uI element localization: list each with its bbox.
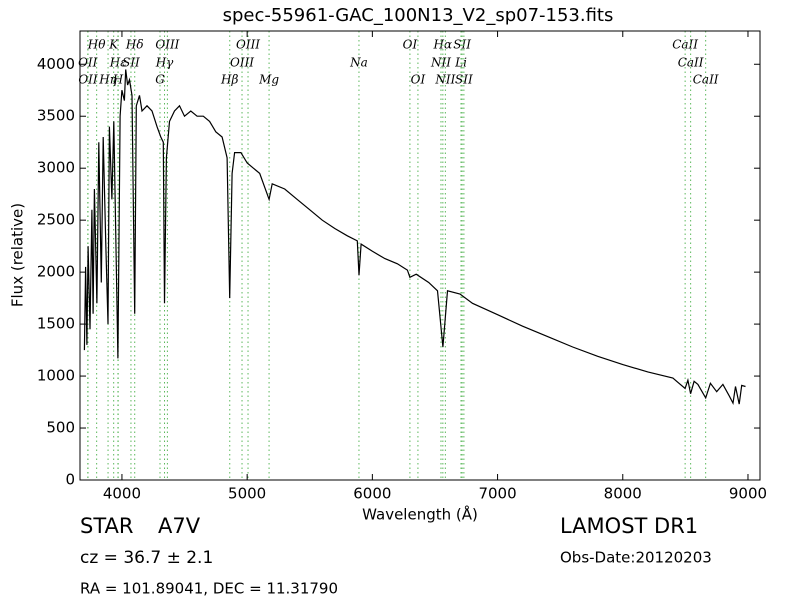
spectral-line-label: K — [108, 38, 119, 52]
x-tick-label: 8000 — [604, 485, 642, 503]
plot-frame — [79, 30, 761, 481]
spectral-line-label: NII — [434, 73, 455, 87]
spectral-line-label: CaII — [678, 56, 704, 70]
spectral-line-label: OI — [403, 38, 418, 52]
y-tick-label: 0 — [65, 471, 75, 489]
x-axis-label: Wavelength (Å) — [362, 505, 478, 524]
spectral-line-label: Hθ — [87, 38, 106, 52]
spectral-line-label: Hδ — [125, 38, 144, 52]
spectral-line-label: SII — [453, 38, 471, 52]
x-tick-label: 4000 — [103, 485, 141, 503]
x-tick-label: 7000 — [478, 485, 516, 503]
spectral-line-label: G — [155, 73, 165, 87]
spectral-line-label: Hη — [98, 73, 117, 87]
chart-title: spec-55961-GAC_100N13_V2_sp07-153.fits — [223, 5, 614, 26]
spectral-line-label: OIII — [236, 38, 260, 52]
y-tick-label: 3000 — [37, 159, 75, 177]
y-tick-label: 500 — [46, 419, 75, 437]
y-tick-label: 2500 — [37, 211, 75, 229]
y-tick-label: 4000 — [37, 55, 75, 73]
spectral-line-label: OI — [411, 73, 426, 87]
spectral-line-label: OIII — [230, 56, 254, 70]
spectral-line-label: Hβ — [220, 73, 238, 87]
object-class: STAR — [80, 514, 133, 538]
spectrum-line — [83, 69, 746, 406]
x-tick-label: 6000 — [353, 485, 391, 503]
y-tick-label: 1000 — [37, 367, 75, 385]
subclass: A7V — [158, 514, 201, 538]
y-axis-label: Flux (relative) — [9, 203, 27, 307]
spectral-line-label: Hα — [433, 38, 453, 52]
spectral-line-label: Li — [454, 56, 467, 70]
survey: LAMOST DR1 — [560, 514, 698, 538]
spectral-line-label: Hγ — [155, 56, 174, 70]
y-tick-label: 3500 — [37, 107, 75, 125]
spectral-line-label: OII — [78, 73, 98, 87]
coordinates: RA = 101.89041, DEC = 11.31790 — [80, 580, 338, 598]
spectral-line-label: CaII — [672, 38, 698, 52]
spectral-line-label: OIII — [155, 38, 179, 52]
spectral-line-label: SII — [122, 56, 140, 70]
spectral-line-label: Na — [349, 56, 368, 70]
x-tick-label: 5000 — [228, 485, 266, 503]
spectral-line-label: H — [112, 73, 124, 87]
y-tick-label: 1500 — [37, 315, 75, 333]
spectral-line-label: SII — [455, 73, 473, 87]
spectral-line-label: CaII — [693, 73, 719, 87]
spectral-line-label: Mg — [258, 73, 279, 87]
spectral-line-label: NII — [430, 56, 451, 70]
x-tick-label: 9000 — [729, 485, 767, 503]
obs-date: Obs-Date:20120203 — [560, 549, 712, 567]
redshift: cz = 36.7 ± 2.1 — [80, 548, 213, 568]
y-tick-label: 2000 — [37, 263, 75, 281]
